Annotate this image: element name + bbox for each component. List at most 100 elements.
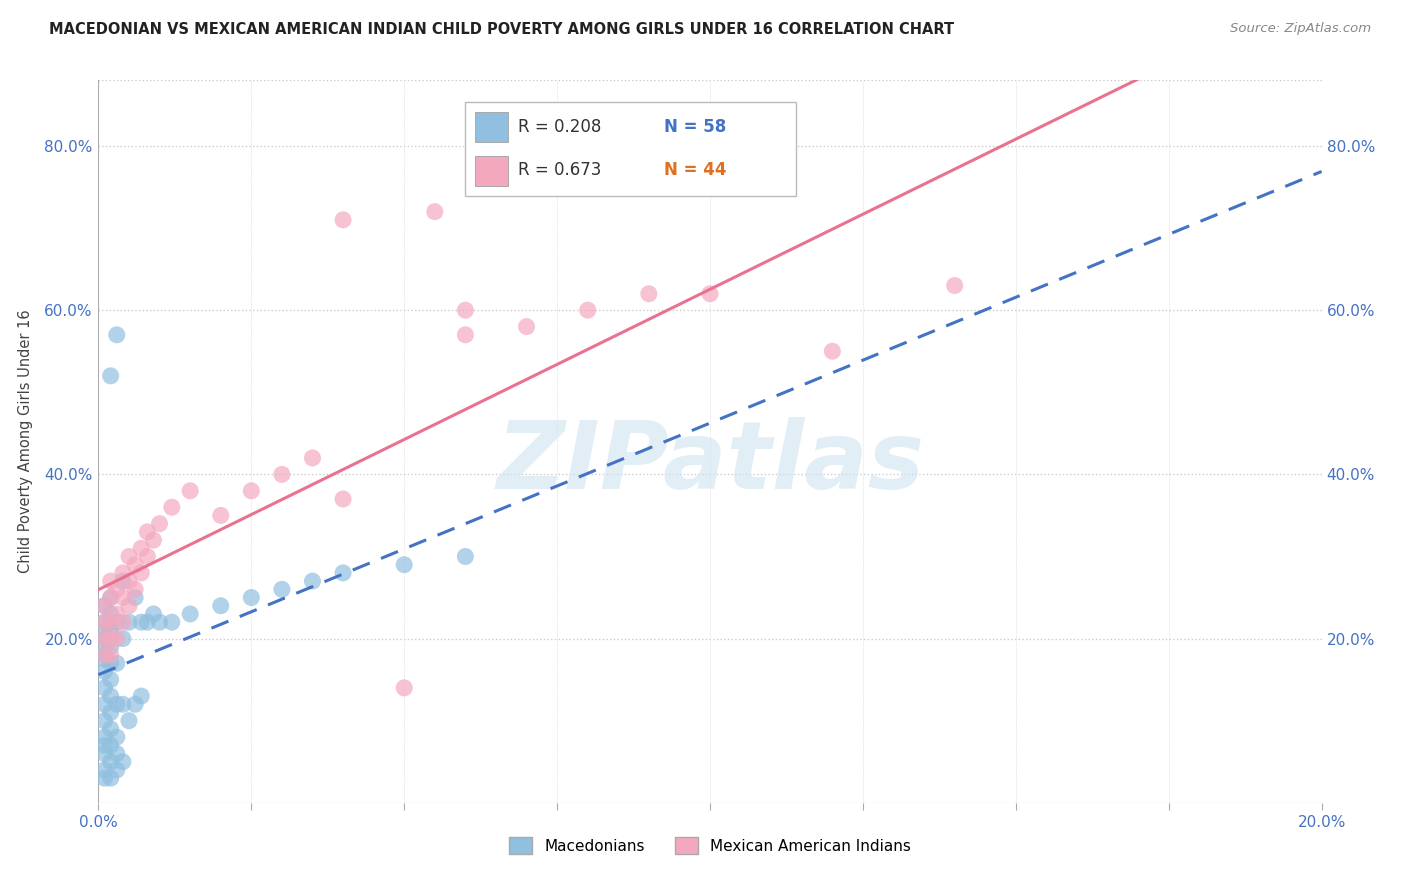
Point [699,286,721,301]
Point [100,607,122,621]
Point [136,524,159,539]
Point [209,508,232,523]
Point [454,303,477,318]
Point [943,278,966,293]
Point [100,755,122,769]
Point [118,574,141,588]
Point [118,599,141,613]
Point [93,747,115,761]
Point [392,558,416,572]
Text: MACEDONIAN VS MEXICAN AMERICAN INDIAN CHILD POVERTY AMONG GIRLS UNDER 16 CORRELA: MACEDONIAN VS MEXICAN AMERICAN INDIAN CH… [49,22,955,37]
Point [240,591,263,605]
Point [301,450,323,465]
Point [93,739,115,753]
Point [100,706,122,720]
Point [100,640,122,654]
Point [124,591,146,605]
Point [93,771,115,785]
Point [93,652,115,666]
Point [129,615,152,630]
Point [118,714,141,728]
Point [105,582,128,597]
Point [454,327,477,342]
Point [105,632,128,646]
Point [93,648,115,662]
Point [105,730,128,744]
Point [105,615,128,630]
Point [111,591,134,605]
Point [129,541,152,556]
Point [93,714,115,728]
Point [111,566,134,580]
Point [129,566,152,580]
Point [100,771,122,785]
Point [129,689,152,703]
Point [93,665,115,679]
Point [332,491,354,506]
Text: ZIPatlas: ZIPatlas [496,417,924,509]
Point [93,640,115,654]
Point [100,689,122,703]
Point [118,615,141,630]
Point [100,368,122,383]
Point [93,648,115,662]
Point [105,657,128,671]
Point [93,681,115,695]
Point [637,286,661,301]
Point [100,591,122,605]
Point [270,467,292,482]
Text: Source: ZipAtlas.com: Source: ZipAtlas.com [1230,22,1371,36]
Y-axis label: Child Poverty Among Girls Under 16: Child Poverty Among Girls Under 16 [18,310,34,574]
Point [124,558,146,572]
Point [100,591,122,605]
Point [93,698,115,712]
Point [142,533,165,547]
Point [301,574,323,588]
Point [111,632,134,646]
Point [149,615,172,630]
Point [136,549,159,564]
Point [118,549,141,564]
Point [93,615,115,630]
Point [105,747,128,761]
Point [111,755,134,769]
Point [105,327,128,342]
Point [111,615,134,630]
Point [93,632,115,646]
Point [160,500,183,515]
Point [100,574,122,588]
Point [93,632,115,646]
Point [423,204,446,219]
Point [100,739,122,753]
Point [240,483,263,498]
Point [93,615,115,630]
Legend: Macedonians, Mexican American Indians: Macedonians, Mexican American Indians [503,831,917,860]
Point [105,763,128,777]
Point [142,607,165,621]
Point [136,615,159,630]
Point [111,698,134,712]
Point [93,599,115,613]
Point [179,483,201,498]
Point [100,624,122,638]
Point [93,624,115,638]
Point [332,566,354,580]
Point [124,698,146,712]
Point [454,549,477,564]
Point [100,673,122,687]
Point [100,648,122,662]
Point [332,212,354,227]
Point [93,763,115,777]
Point [516,319,538,334]
Point [392,681,416,695]
Point [576,303,599,318]
Point [93,730,115,744]
Point [111,574,134,588]
Point [100,632,122,646]
Point [270,582,292,597]
Point [124,582,146,597]
Point [179,607,201,621]
Point [149,516,172,531]
Point [821,344,844,359]
Point [100,657,122,671]
